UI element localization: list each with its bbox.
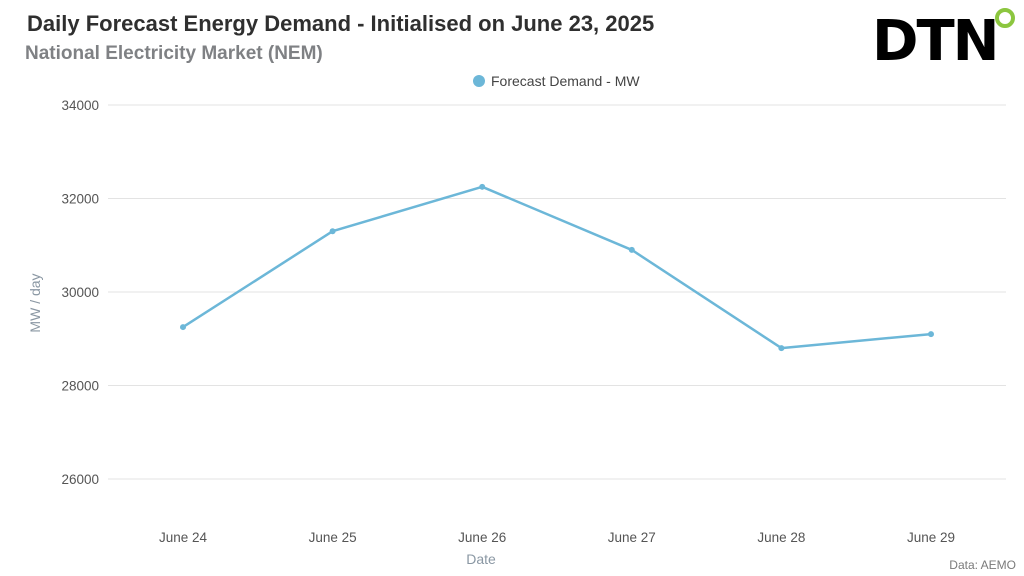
- legend[interactable]: Forecast Demand - MW: [473, 73, 640, 89]
- chart-subtitle: National Electricity Market (NEM): [25, 43, 323, 64]
- y-tick-label: 28000: [61, 379, 99, 394]
- dtn-logo: DTN: [872, 8, 1015, 66]
- data-point[interactable]: [479, 183, 486, 190]
- x-tick-label: June 26: [458, 530, 506, 545]
- legend-label: Forecast Demand - MW: [491, 73, 640, 89]
- y-axis-title: MW / day: [27, 273, 43, 332]
- y-tick-label: 26000: [61, 472, 99, 487]
- chart-title: Daily Forecast Energy Demand - Initialis…: [27, 11, 655, 36]
- x-axis-ticks: June 24 June 25 June 26 June 27 June 28 June …: [159, 530, 955, 545]
- data-point[interactable]: [180, 324, 186, 331]
- y-tick-label: 30000: [61, 285, 99, 300]
- y-axis-ticks: 26000 28000 30000 32000 34000: [61, 98, 99, 487]
- x-tick-label: June 27: [608, 530, 656, 545]
- series-line: [182, 185, 932, 350]
- data-point[interactable]: [329, 228, 336, 235]
- x-axis-title: Date: [466, 551, 496, 567]
- x-tick-label: June 29: [907, 530, 955, 545]
- data-point[interactable]: [778, 345, 785, 352]
- x-tick-label: June 24: [159, 530, 208, 545]
- y-tick-label: 34000: [61, 98, 99, 113]
- logo-text: DTN: [872, 9, 998, 66]
- data-source: Data: AEMO: [949, 558, 1016, 572]
- logo-dot: [995, 8, 1015, 28]
- gridlines: [108, 104, 1006, 480]
- data-point[interactable]: [628, 246, 635, 253]
- legend-marker: [473, 75, 485, 87]
- data-point[interactable]: [928, 331, 934, 338]
- y-tick-label: 32000: [61, 192, 99, 207]
- x-tick-label: June 28: [757, 530, 805, 545]
- series-layer: [180, 183, 934, 352]
- x-tick-label: June 25: [309, 530, 357, 545]
